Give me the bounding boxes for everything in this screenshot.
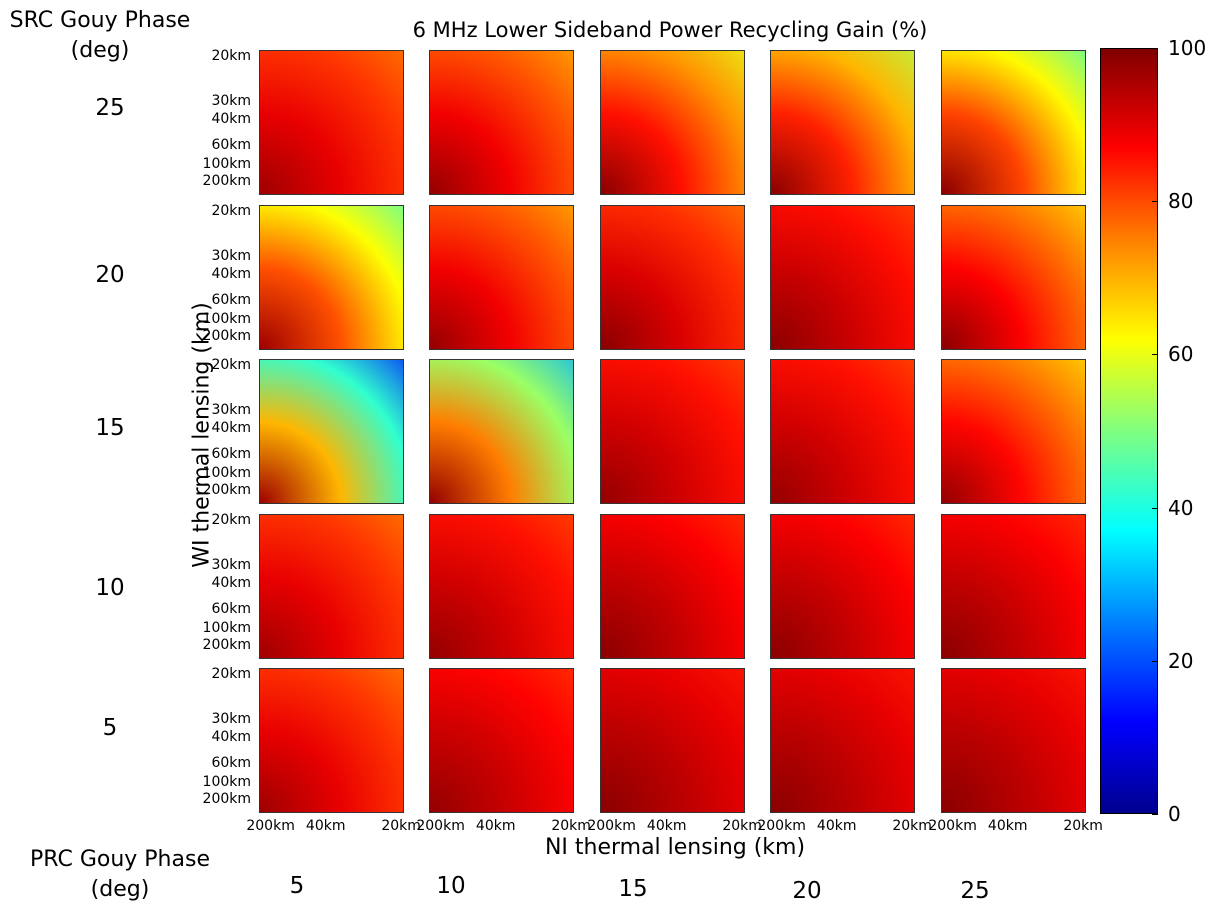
colorbar-tick-label: 20 [1168,648,1194,673]
y-tick-label: 200km [202,481,251,498]
heatmap-panel-src-10-prc-20 [770,514,915,659]
chart-title: 6 MHz Lower Sideband Power Recycling Gai… [412,18,928,42]
y-tick-label: 30km [211,711,251,728]
colorbar-tick-mark [1152,48,1158,49]
x-tick-label: 20km [381,818,421,834]
heatmap-panel-src-5-prc-20 [770,668,915,813]
y-tick-label: 100km [202,619,251,636]
row-label-src-10: 10 [95,575,125,601]
heatmap-panel-src-10-prc-15 [600,514,745,659]
x-axis-label: NI thermal lensing (km) [544,835,806,860]
heatmap-panel-src-20-prc-25 [941,205,1086,350]
heatmap-panel-src-15-prc-5 [259,359,404,504]
heatmap-panel-src-25-prc-10 [429,50,574,195]
x-tick-label: 20km [551,818,591,834]
row-label-src-15: 15 [95,415,125,441]
row-label-src-25: 25 [95,95,125,121]
y-tick-label: 200km [202,636,251,653]
colorbar-tick-mark [1152,660,1158,662]
row-label-src-20: 20 [95,262,125,288]
x-tick-label: 200km [928,818,977,834]
y-tick-label: 60km [211,291,251,308]
x-tick-label: 40km [987,818,1028,834]
colorbar-tick-mark [1152,814,1158,815]
y-tick-label: 60km [211,445,251,462]
heatmap-panel-src-25-prc-20 [770,50,915,195]
colorbar-tick-mark [1152,354,1158,356]
row-group-title: SRC Gouy Phase (deg) [9,8,191,63]
colorbar-tick-mark [1152,507,1158,509]
row-label-src-5: 5 [102,715,118,741]
heatmap-panel-src-10-prc-25 [941,514,1086,659]
y-tick-label: 40km [211,419,251,436]
y-tick-label: 40km [211,110,251,127]
y-tick-label: 20km [211,203,251,220]
heatmap-panel-src-15-prc-20 [770,359,915,504]
x-tick-label: 200km [246,818,295,834]
y-tick-label: 100km [202,773,251,790]
column-label-prc-5: 5 [289,873,305,899]
heatmap-panel-src-5-prc-25 [941,668,1086,813]
y-tick-label: 40km [211,728,251,745]
heatmap-panel-src-5-prc-10 [429,668,574,813]
column-label-prc-15: 15 [618,876,648,902]
column-label-prc-10: 10 [436,873,466,899]
x-tick-label: 40km [816,818,857,834]
y-tick-label: 60km [211,600,251,617]
column-label-prc-20: 20 [792,878,822,904]
x-tick-label: 40km [646,818,687,834]
y-tick-label: 60km [211,754,251,771]
heatmap-panel-src-25-prc-5 [259,50,404,195]
colorbar-tick-label: 100 [1168,36,1207,60]
x-tick-label: 200km [587,818,636,834]
heatmap-panel-src-15-prc-15 [600,359,745,504]
x-tick-label: 20km [722,818,762,834]
heatmap-panel-src-5-prc-5 [259,668,404,813]
x-tick-label: 40km [305,818,346,834]
column-label-prc-25: 25 [960,878,990,904]
y-tick-label: 100km [202,155,251,172]
heatmap-panel-src-20-prc-10 [429,205,574,350]
colorbar-tick-label: 0 [1168,802,1181,826]
y-tick-label: 200km [202,172,251,189]
y-tick-label: 100km [202,310,251,327]
y-tick-label: 30km [211,93,251,110]
y-tick-label: 20km [211,666,251,683]
y-tick-label: 30km [211,557,251,574]
heatmap-panel-src-15-prc-25 [941,359,1086,504]
colorbar-tick-mark [1152,201,1158,203]
y-tick-label: 30km [211,248,251,265]
y-tick-label: 20km [211,512,251,529]
y-tick-label: 200km [202,790,251,807]
heatmap-panel-src-25-prc-25 [941,50,1086,195]
x-tick-label: 40km [475,818,516,834]
y-tick-label: 20km [211,48,251,65]
y-tick-label: 200km [202,327,251,344]
heatmap-panel-src-10-prc-10 [429,514,574,659]
heatmap-panel-src-5-prc-15 [600,668,745,813]
heatmap-panel-src-15-prc-10 [429,359,574,504]
y-tick-label: 40km [211,574,251,591]
x-tick-label: 20km [1063,818,1103,834]
colorbar-tick-label: 60 [1168,342,1194,367]
x-tick-label: 20km [892,818,932,834]
y-tick-label: 40km [211,265,251,282]
heatmap-panel-src-25-prc-15 [600,50,745,195]
x-tick-label: 200km [416,818,465,834]
heatmap-panel-src-20-prc-20 [770,205,915,350]
y-tick-label: 100km [202,464,251,481]
y-tick-label: 60km [211,136,251,153]
colorbar-tick-label: 80 [1168,189,1194,214]
y-tick-label: 30km [211,402,251,419]
heatmap-panel-src-10-prc-5 [259,514,404,659]
y-tick-label: 20km [211,357,251,374]
heatmap-panel-src-20-prc-5 [259,205,404,350]
heatmap-panel-src-20-prc-15 [600,205,745,350]
x-tick-label: 200km [757,818,806,834]
colorbar [1100,48,1158,814]
column-group-title: PRC Gouy Phase (deg) [30,847,210,902]
colorbar-tick-label: 40 [1168,495,1194,520]
